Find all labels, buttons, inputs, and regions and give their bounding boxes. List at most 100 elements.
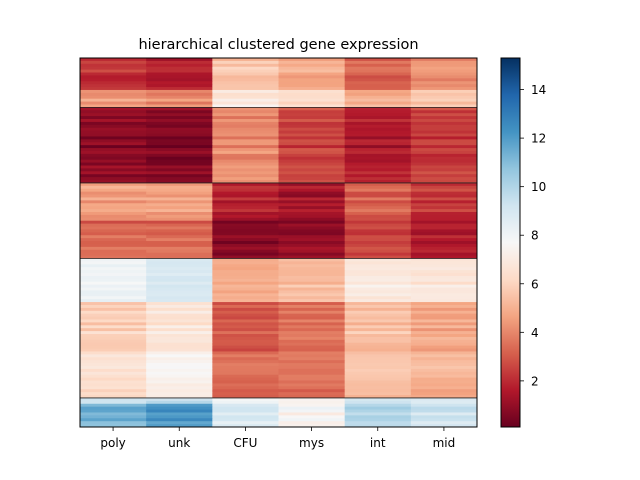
heatmap-cell	[212, 281, 279, 286]
heatmap-cell	[344, 159, 412, 164]
heatmap-cell	[410, 270, 478, 274]
heatmap-cell	[146, 133, 213, 137]
heatmap-cell	[146, 58, 213, 62]
heatmap-cell	[410, 249, 478, 254]
heatmap-cell	[212, 357, 279, 361]
heatmap-cell	[344, 197, 412, 201]
heatmap-cell	[80, 334, 147, 338]
heatmap-cell	[212, 345, 279, 350]
heatmap-cell	[146, 124, 213, 129]
heatmap-cell	[212, 200, 279, 204]
heatmap-cell	[344, 60, 412, 65]
heatmap-cell	[278, 145, 346, 149]
heatmap-cell	[212, 119, 279, 123]
heatmap-cell	[344, 235, 412, 239]
heatmap-cell	[212, 238, 279, 242]
heatmap-cell	[344, 220, 412, 225]
heatmap-cell	[212, 334, 279, 338]
heatmap-cell	[344, 342, 412, 347]
heatmap-cell	[344, 191, 412, 196]
heatmap-cell	[410, 182, 478, 187]
heatmap-cell	[410, 377, 478, 382]
heatmap-cell	[146, 403, 213, 408]
heatmap-cell	[410, 98, 478, 103]
heatmap-cell	[212, 78, 279, 82]
heatmap-cell	[278, 307, 346, 312]
heatmap-cell	[278, 116, 346, 120]
heatmap-cell	[80, 197, 147, 201]
heatmap-cell	[80, 232, 147, 236]
heatmap-cell	[80, 130, 147, 135]
heatmap-cell	[410, 328, 478, 332]
heatmap-cell	[344, 374, 412, 379]
heatmap-cell	[80, 304, 147, 309]
heatmap-cell	[212, 354, 279, 358]
heatmap-cell	[146, 165, 213, 169]
heatmap-cell	[410, 278, 478, 283]
heatmap-cell	[146, 368, 213, 373]
heatmap-cell	[344, 258, 412, 262]
heatmap-cell	[410, 127, 478, 132]
heatmap-cell	[80, 84, 147, 88]
heatmap-cell	[344, 307, 412, 312]
heatmap-cell	[212, 302, 279, 306]
heatmap-cell	[410, 275, 478, 280]
heatmap-cell	[344, 319, 412, 323]
heatmap-cell	[146, 325, 213, 329]
heatmap-cell	[212, 304, 279, 309]
heatmap-cell	[80, 284, 147, 289]
heatmap-cell	[212, 153, 279, 158]
heatmap-cell	[410, 136, 478, 140]
heatmap-cell	[410, 139, 478, 143]
x-tick-label: CFU	[233, 436, 257, 450]
heatmap-cell	[80, 421, 147, 425]
heatmap-cell	[212, 197, 279, 201]
heatmap-cell	[80, 281, 147, 286]
heatmap-cell	[146, 357, 213, 361]
colorbar-gradient	[500, 57, 521, 428]
heatmap-cell	[344, 139, 412, 143]
heatmap-cell	[278, 255, 346, 259]
heatmap-cell	[146, 92, 213, 97]
heatmap-cell	[344, 119, 412, 123]
heatmap-cell	[410, 380, 478, 384]
heatmap-cell	[212, 325, 279, 329]
heatmap-cell	[410, 334, 478, 338]
heatmap-cell	[146, 142, 213, 146]
heatmap-cell	[212, 226, 279, 230]
heatmap-cell	[410, 220, 478, 225]
heatmap-cell	[410, 165, 478, 169]
heatmap-cell	[410, 185, 478, 190]
heatmap-cell	[344, 75, 412, 79]
heatmap-cell	[146, 98, 213, 103]
heatmap-cell	[212, 113, 279, 117]
heatmap-cell	[278, 273, 346, 277]
heatmap-cell	[80, 246, 147, 251]
heatmap-cell	[212, 203, 279, 207]
heatmap-cell	[80, 365, 147, 370]
heatmap-cell	[410, 409, 478, 413]
heatmap-cell	[212, 121, 279, 126]
heatmap-cell	[344, 278, 412, 283]
heatmap-cell	[212, 75, 279, 79]
heatmap-cell	[146, 153, 213, 158]
heatmap-cell	[80, 69, 147, 74]
heatmap-cell	[410, 357, 478, 361]
heatmap-cell	[212, 72, 279, 76]
heatmap-cell	[212, 58, 279, 62]
heatmap-cell	[146, 116, 213, 120]
heatmap-cell	[344, 182, 412, 187]
heatmap-cell	[146, 313, 213, 318]
heatmap-cell	[344, 357, 412, 361]
heatmap-cell	[146, 110, 213, 114]
heatmap-cell	[278, 334, 346, 338]
heatmap-cell	[80, 58, 147, 62]
heatmap-cell	[344, 403, 412, 408]
heatmap-cell	[80, 424, 147, 428]
heatmap-cell	[410, 345, 478, 350]
heatmap-cell	[146, 383, 213, 387]
heatmap-cell	[410, 406, 478, 411]
heatmap-cell	[344, 270, 412, 274]
heatmap-cell	[278, 267, 346, 271]
heatmap-cell	[80, 307, 147, 312]
